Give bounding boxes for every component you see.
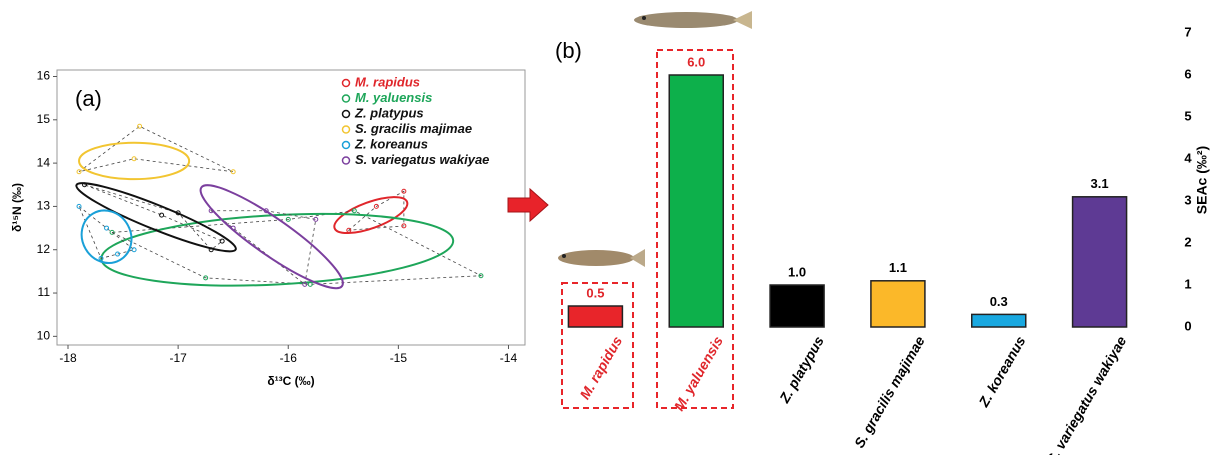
bar xyxy=(972,314,1026,327)
y-tick-label: 15 xyxy=(37,112,51,126)
legend-label: M. yaluensis xyxy=(355,90,432,105)
y-tick-label: 10 xyxy=(37,329,51,343)
x-tick-label: M. yaluensis xyxy=(671,333,727,413)
y-tick-label: 4 xyxy=(1184,150,1192,165)
y-tick-label: 13 xyxy=(37,199,51,213)
value-label: 1.0 xyxy=(788,264,806,279)
y-tick-label: 16 xyxy=(37,69,51,83)
x-tick-label: S. gracilis majimae xyxy=(851,333,928,450)
legend-label: S. variegatus wakiyae xyxy=(355,152,489,167)
panel-a-frame xyxy=(57,70,525,345)
y-axis-label: SEAc (‰²) xyxy=(1194,146,1210,214)
legend-label: M. rapidus xyxy=(355,74,420,89)
y-tick-label: 0 xyxy=(1184,318,1191,333)
bar xyxy=(568,306,622,327)
value-label: 1.1 xyxy=(889,260,907,275)
bar xyxy=(669,75,723,327)
bar xyxy=(770,285,824,327)
x-tick-label: -18 xyxy=(59,351,77,365)
page: (a)-18-17-16-15-1410111213141516δ¹³C (‰)… xyxy=(0,0,1210,455)
value-label: 0.5 xyxy=(586,285,604,300)
y-tick-label: 2 xyxy=(1184,234,1191,249)
fish-icon xyxy=(558,249,645,267)
x-axis-label: δ¹³C (‰) xyxy=(267,374,314,388)
y-tick-label: 11 xyxy=(38,285,51,299)
y-axis-label: δ¹⁵N (‰) xyxy=(10,183,24,232)
y-tick-label: 7 xyxy=(1184,24,1191,39)
legend-label: Z. platypus xyxy=(354,105,424,120)
x-tick-label: -14 xyxy=(500,351,518,365)
y-tick-label: 5 xyxy=(1184,108,1191,123)
figure: (a)-18-17-16-15-1410111213141516δ¹³C (‰)… xyxy=(0,0,1210,455)
x-tick-label: Z. koreanus xyxy=(975,333,1029,410)
x-tick-label: -15 xyxy=(390,351,408,365)
fish-icon xyxy=(634,11,752,29)
legend-label: Z. koreanus xyxy=(354,136,428,151)
y-tick-label: 14 xyxy=(37,155,51,169)
x-tick-label: -16 xyxy=(280,351,298,365)
value-label: 6.0 xyxy=(687,54,705,69)
y-tick-label: 6 xyxy=(1184,66,1191,81)
legend-label: S. gracilis majimae xyxy=(355,121,472,136)
value-label: 0.3 xyxy=(990,294,1008,309)
value-label: 3.1 xyxy=(1091,176,1109,191)
x-tick-label: -17 xyxy=(169,351,187,365)
y-tick-label: 12 xyxy=(37,242,51,256)
panel-label: (a) xyxy=(75,86,102,111)
x-tick-label: Z. platypus xyxy=(776,333,827,406)
bar xyxy=(871,281,925,327)
y-tick-label: 1 xyxy=(1184,276,1191,291)
bar xyxy=(1073,197,1127,327)
x-tick-label: S. variegatus wakiyae xyxy=(1043,333,1129,455)
panel-label: (b) xyxy=(555,38,582,63)
x-tick-label: M. rapidus xyxy=(576,333,625,402)
y-tick-label: 3 xyxy=(1184,192,1191,207)
